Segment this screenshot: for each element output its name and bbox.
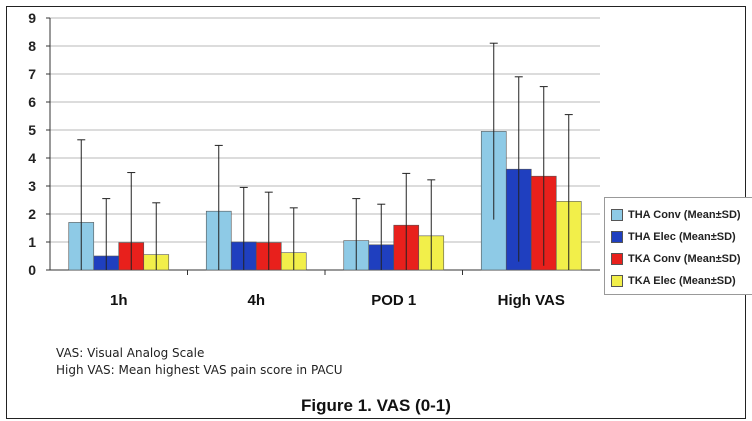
y-tick-label: 2 <box>28 206 36 222</box>
note-high-vas-definition: High VAS: Mean highest VAS pain score in… <box>56 363 343 377</box>
legend-label: THA Elec (Mean±SD) <box>628 231 736 243</box>
legend-item-tha-conv: THA Conv (Mean±SD) <box>611 204 752 226</box>
x-tick-label: 1h <box>110 292 128 309</box>
legend-label: TKA Conv (Mean±SD) <box>628 253 741 265</box>
legend-label: TKA Elec (Mean±SD) <box>628 275 736 287</box>
y-tick-label: 8 <box>28 38 36 54</box>
legend-label: THA Conv (Mean±SD) <box>628 209 741 221</box>
legend-swatch <box>611 275 623 287</box>
legend-item-tka-elec: TKA Elec (Mean±SD) <box>611 270 752 292</box>
legend-swatch <box>611 253 623 265</box>
y-tick-label: 1 <box>28 234 36 250</box>
legend-item-tha-elec: THA Elec (Mean±SD) <box>611 226 752 248</box>
x-tick-label: 4h <box>247 292 265 309</box>
chart-legend: THA Conv (Mean±SD) THA Elec (Mean±SD) TK… <box>604 197 752 295</box>
legend-item-tka-conv: TKA Conv (Mean±SD) <box>611 248 752 270</box>
legend-swatch <box>611 209 623 221</box>
x-tick-label: POD 1 <box>371 292 416 309</box>
y-tick-label: 6 <box>28 94 36 110</box>
figure-caption: Figure 1. VAS (0-1) <box>301 396 451 415</box>
x-tick-label: High VAS <box>498 292 565 309</box>
y-tick-label: 9 <box>28 10 36 26</box>
note-vas-definition: VAS: Visual Analog Scale <box>56 346 205 360</box>
y-tick-label: 7 <box>28 66 36 82</box>
y-tick-label: 4 <box>28 150 36 166</box>
y-tick-label: 0 <box>28 262 36 278</box>
legend-swatch <box>611 231 623 243</box>
y-tick-label: 3 <box>28 178 36 194</box>
y-tick-label: 5 <box>28 122 36 138</box>
